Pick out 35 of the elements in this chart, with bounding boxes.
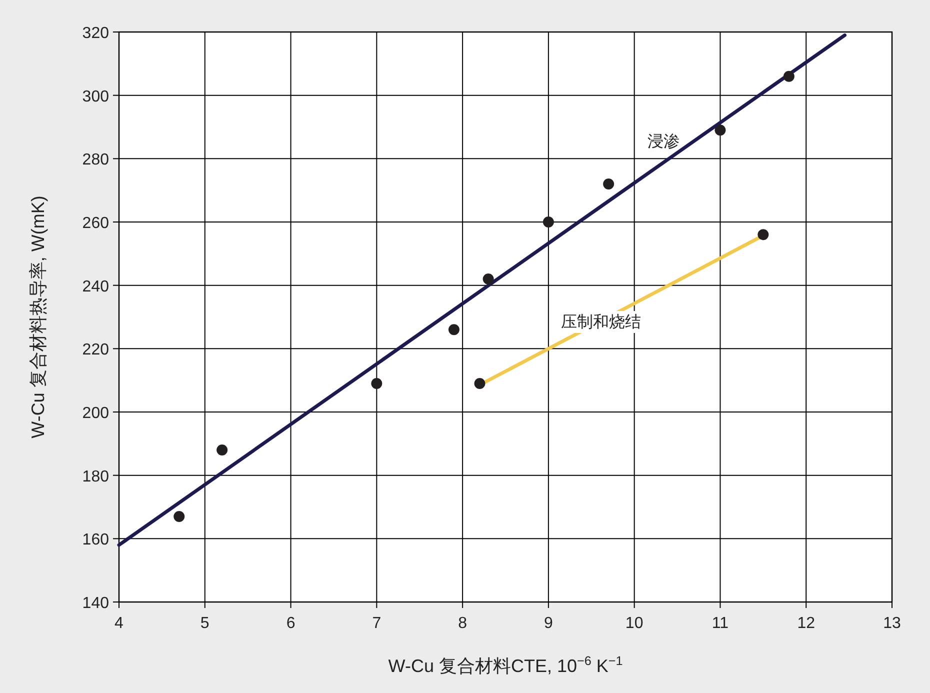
point bbox=[758, 229, 769, 240]
y-tick-label: 140 bbox=[82, 595, 110, 612]
x-tick-label: 6 bbox=[286, 615, 296, 632]
x-tick-label: 4 bbox=[114, 615, 124, 632]
point bbox=[542, 216, 554, 228]
point bbox=[482, 274, 494, 284]
y-tick-label: 220 bbox=[82, 342, 110, 359]
x-tick-label: 8 bbox=[458, 615, 468, 632]
x-axis-title: W-Cu 复合材料CTE, 10$^{−6}$ K$^{−1}$ bbox=[388, 654, 623, 676]
point bbox=[603, 178, 614, 190]
point bbox=[216, 444, 228, 456]
y-tick-label: 200 bbox=[82, 405, 110, 422]
point bbox=[474, 378, 486, 389]
point bbox=[174, 511, 185, 522]
y-tick-label: 240 bbox=[82, 278, 110, 296]
point bbox=[783, 70, 794, 82]
y-axis-title: W-Cu 复合材料热导率, W(mK) bbox=[28, 196, 48, 438]
series-label: 浸渗 bbox=[647, 132, 680, 151]
y-tick-label: 260 bbox=[82, 215, 110, 232]
y-tick-label: 280 bbox=[82, 152, 110, 169]
point bbox=[371, 378, 382, 389]
x-tick-label: 5 bbox=[200, 615, 210, 632]
x-tick-label: 13 bbox=[883, 615, 901, 632]
x-tick-label: 7 bbox=[372, 615, 382, 632]
y-tick-label: 300 bbox=[82, 88, 110, 106]
y-tick-label: 320 bbox=[82, 25, 110, 42]
y-tick-label: 160 bbox=[82, 532, 110, 549]
point bbox=[448, 324, 460, 336]
point bbox=[714, 124, 726, 136]
series-label: 压制和烧结 bbox=[560, 312, 641, 331]
x-tick-label: 11 bbox=[712, 615, 729, 632]
x-tick-label: 9 bbox=[544, 615, 553, 632]
x-tick-label: 12 bbox=[797, 615, 816, 632]
x-tick-label: 10 bbox=[625, 615, 644, 632]
y-tick-label: 180 bbox=[82, 468, 110, 486]
